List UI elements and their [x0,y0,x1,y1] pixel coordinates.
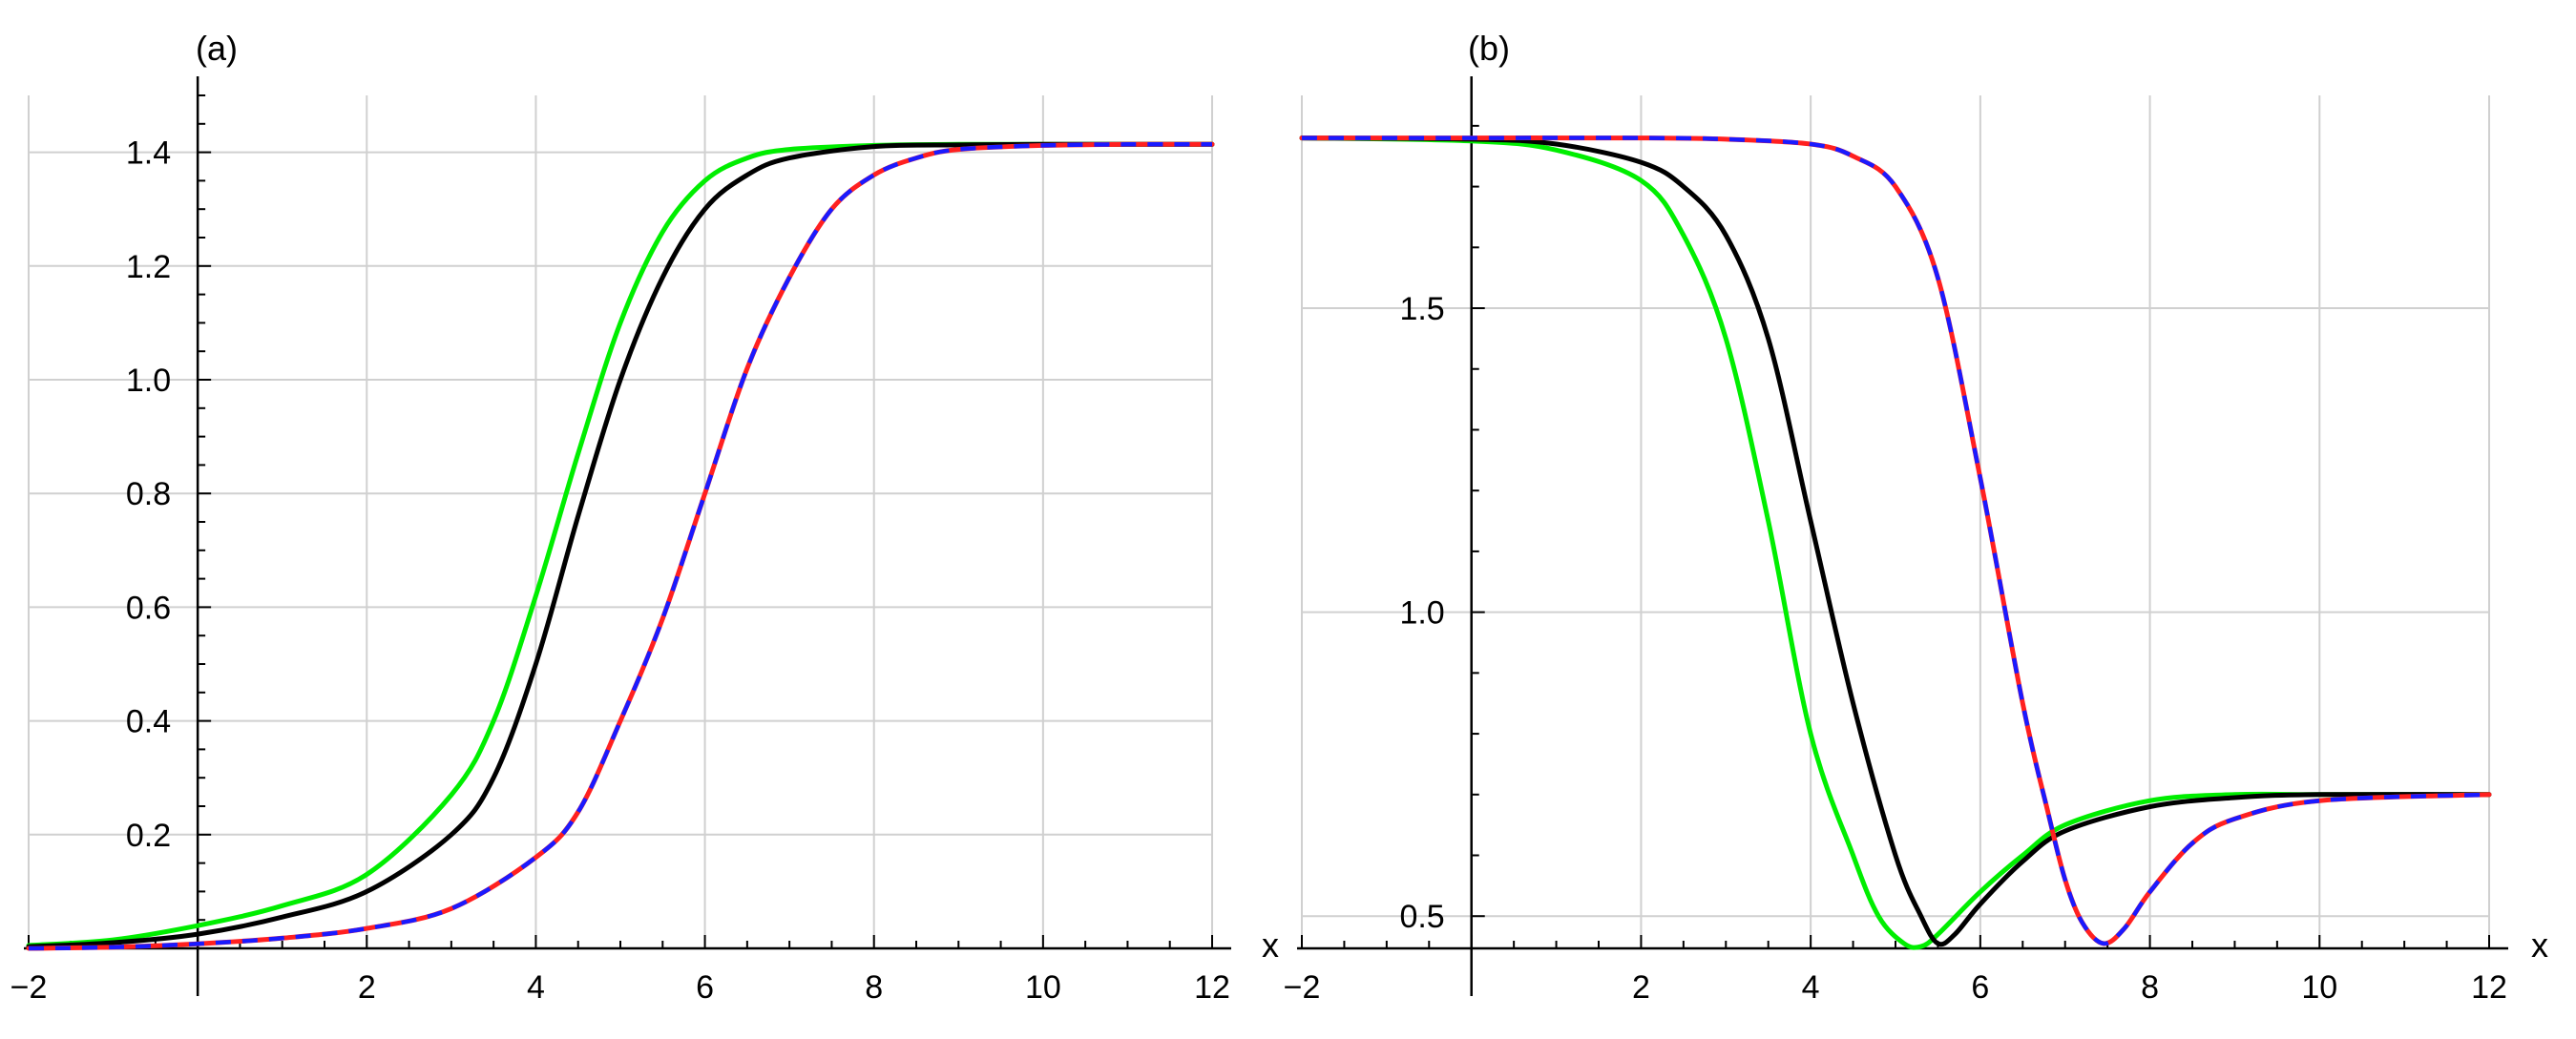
panel-b-series-line-3 [1301,135,2490,946]
panel-a-x-tick-label: −2 [10,969,48,1006]
panel-b-grid [1301,95,2490,948]
panel-a-series-line-3 [28,141,1213,951]
panel-a-x-tick-label: 10 [1025,969,1061,1006]
panel-a-x-tick-label: 2 [358,969,376,1006]
panel-a-axes [24,76,1231,996]
panel-b-tick-labels: −2 2 4 6 8 10 12 0.5 1.0 1.5 [1284,291,2507,1006]
panel-b-series [1299,135,2492,950]
panel-a-x-tick-label: 6 [696,969,714,1006]
panel-a-x-tick-label: 8 [865,969,883,1006]
panel-a-y-tick-label: 0.4 [126,704,171,740]
panel-a-y-tick-label: 1.4 [126,135,171,172]
panel-b-series-line-1 [1299,135,2492,947]
panel-b-x-tick-label: 8 [2141,969,2159,1006]
panel-a-x-tick-label: 12 [1194,969,1230,1006]
panel-a-series-line-1 [26,141,1215,949]
panel-a-y-tick-label: 0.6 [126,590,171,626]
panel-a-y-tick-label: 1.2 [126,249,171,285]
panel-a: −2 2 4 6 8 10 12 0.2 0.4 0.6 0.8 1.0 1.2 1.4 (a) x [10,29,1279,1006]
panel-b-x-tick-label: 12 [2471,969,2507,1006]
panel-b-y-tick-label: 1.0 [1399,595,1444,632]
panel-b-series-line-0 [1299,135,2492,950]
panel-b-series-line-2 [1299,135,2492,946]
panel-a-y-tick-label: 0.2 [126,818,171,854]
panel-b-x-tick-label: 4 [1802,969,1820,1006]
panel-a-x-axis-label: x [1262,925,1279,965]
panel-b-y-tick-label: 0.5 [1399,899,1444,935]
panel-b: −2 2 4 6 8 10 12 0.5 1.0 1.5 (b) x [1284,29,2548,1006]
panel-b-x-tick-label: 6 [1971,969,1989,1006]
panel-b-x-tick-label: 2 [1632,969,1650,1006]
panel-a-label: (a) [196,29,238,68]
panel-a-series-line-2 [26,141,1215,951]
panel-b-label: (b) [1468,29,1510,68]
panel-a-tick-labels: −2 2 4 6 8 10 12 0.2 0.4 0.6 0.8 1.0 1.2 1.4 [10,135,1230,1006]
panel-a-y-tick-label: 0.8 [126,476,171,512]
panel-a-x-tick-label: 4 [527,969,545,1006]
panel-b-y-tick-label: 1.5 [1399,291,1444,327]
panel-b-x-axis-label: x [2531,925,2548,965]
panel-a-grid [28,95,1213,948]
panel-b-x-tick-label: −2 [1284,969,1321,1006]
panel-a-y-tick-label: 1.0 [126,363,171,399]
panel-b-x-tick-label: 10 [2301,969,2337,1006]
panel-a-series [26,141,1215,951]
panel-a-series-line-0 [26,141,1215,948]
panel-b-axes [1297,76,2508,996]
